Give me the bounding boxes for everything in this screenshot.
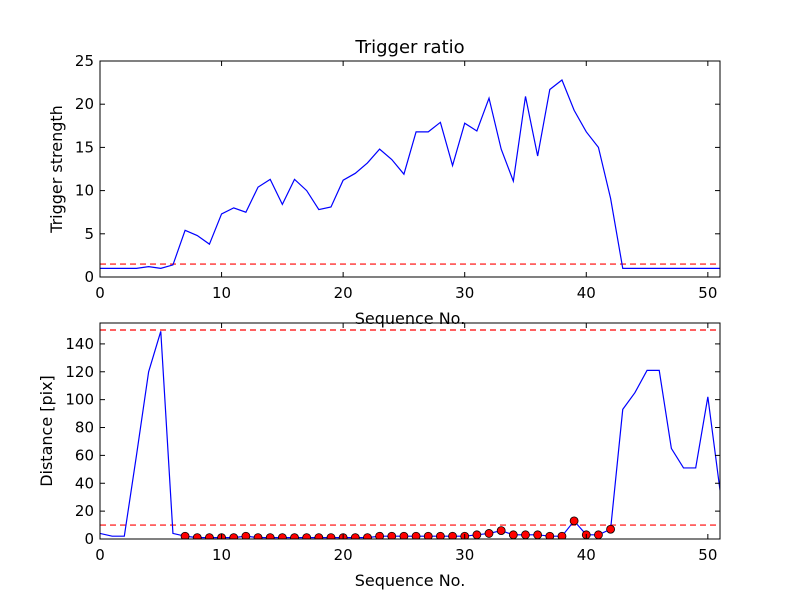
distance-marker-37 [545, 531, 555, 539]
distance-marker-28 [435, 531, 445, 539]
distance-marker-17 [302, 533, 312, 539]
distance-ytick-label: 0 [84, 530, 94, 548]
distance-marker-34 [508, 530, 518, 539]
distance-marker-26 [411, 531, 421, 539]
distance-chart: 0 10 20 30 40 50 0 20 40 60 80 100 120 140 Sequence No… [37, 322, 721, 590]
distance-marker-35 [521, 530, 530, 539]
trigger-ytick-label: 20 [75, 95, 94, 113]
distance-ytick-label: 40 [75, 474, 94, 492]
trigger-ytick-label: 5 [84, 225, 94, 243]
distance-marker-33 [496, 526, 506, 536]
distance-marker-29 [448, 531, 457, 539]
distance-marker-19 [326, 533, 336, 539]
distance-xtick-label: 10 [212, 546, 231, 564]
trigger-xtick-label: 20 [334, 284, 353, 302]
distance-plot-area [100, 329, 720, 539]
distance-marker-9 [205, 533, 214, 539]
distance-marker-18 [314, 533, 324, 539]
distance-marker-23 [375, 531, 385, 539]
distance-series-line [100, 331, 720, 539]
trigger-series-line [100, 79, 720, 269]
trigger-xtick-label: 40 [577, 284, 596, 302]
distance-ytick-label: 100 [65, 391, 94, 409]
distance-xtick-label: 50 [698, 546, 717, 564]
trigger-xtick-label: 0 [95, 284, 105, 302]
trigger-ytick-label: 10 [75, 182, 94, 200]
trigger-x-axis-label: Sequence No. [355, 309, 466, 328]
trigger-chart-title: Trigger ratio [354, 37, 464, 58]
trigger-axes-frame [99, 60, 721, 278]
distance-axes-frame [99, 322, 721, 540]
distance-marker-16 [290, 533, 299, 539]
trigger-xtick-label: 30 [455, 284, 474, 302]
distance-xtick-label: 30 [455, 546, 474, 564]
distance-ytick-label: 60 [75, 446, 94, 464]
distance-ytick-label: 20 [75, 502, 94, 520]
distance-ytick-label: 120 [65, 363, 94, 381]
distance-marker-39 [569, 516, 579, 526]
distance-marker-8 [192, 533, 202, 539]
distance-marker-27 [423, 531, 433, 539]
distance-marker-36 [533, 530, 543, 539]
trigger-y-axis-label: Trigger strength [47, 105, 66, 234]
distance-marker-42 [606, 524, 615, 534]
distance-marker-22 [363, 533, 372, 539]
distance-marker-24 [387, 531, 397, 539]
distance-marker-31 [472, 530, 482, 539]
distance-marker-15 [277, 533, 287, 539]
trigger-xtick-label: 50 [698, 284, 717, 302]
trigger-ytick-label: 0 [84, 268, 94, 286]
trigger-ytick-label: 25 [75, 52, 94, 70]
distance-marker-14 [265, 533, 275, 539]
distance-marker-32 [484, 529, 494, 538]
distance-marker-7 [180, 531, 190, 539]
distance-xtick-label: 40 [577, 546, 596, 564]
distance-marker-13 [253, 533, 263, 539]
distance-marker-25 [399, 531, 409, 539]
distance-xtick-label: 20 [334, 546, 353, 564]
distance-marker-11 [229, 533, 239, 539]
trigger-plot-area [100, 79, 720, 269]
distance-ytick-label: 80 [75, 419, 94, 437]
distance-xtick-label: 0 [95, 546, 105, 564]
distance-marker-21 [350, 533, 360, 539]
distance-marker-38 [557, 531, 567, 539]
distance-marker-41 [594, 530, 603, 539]
distance-y-axis-label: Distance [pix] [37, 375, 56, 487]
distance-ytick-label: 140 [65, 335, 94, 353]
trigger-ytick-label: 15 [75, 138, 94, 156]
trigger-ratio-chart: 0 10 20 30 40 50 0 5 10 15 20 25 Sequence No. Trigger… [47, 37, 721, 328]
distance-x-axis-label: Sequence No. [355, 571, 466, 590]
trigger-xtick-label: 10 [212, 284, 231, 302]
distance-marker-12 [241, 531, 251, 539]
